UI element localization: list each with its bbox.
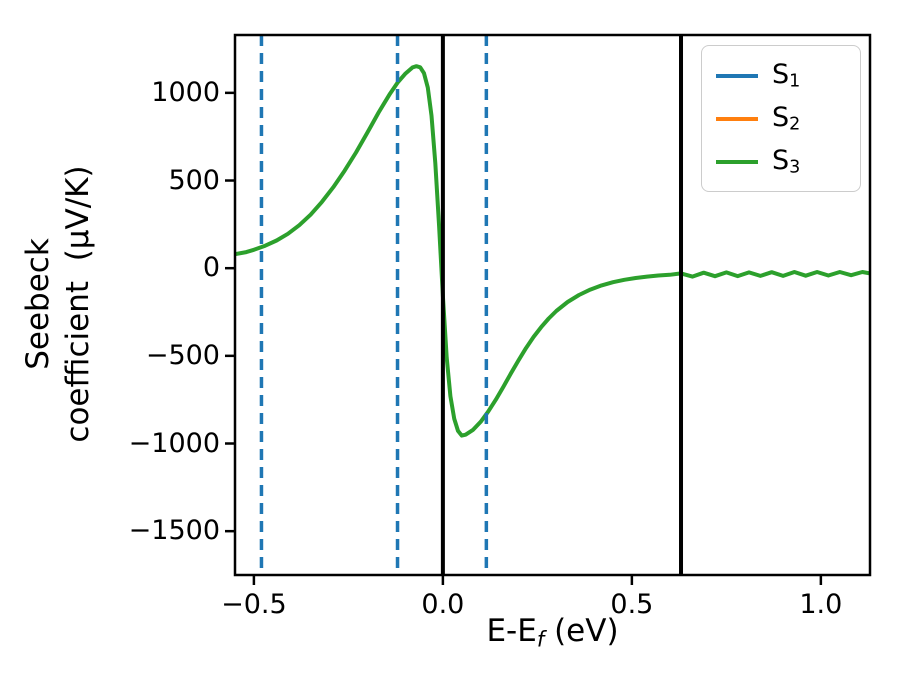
legend: S1 S2 S3 [701,45,861,192]
legend-label: S3 [772,145,801,178]
y-tick-label: −1000 [128,427,220,459]
legend-swatch [716,116,758,121]
y-tick-label: 0 [202,252,220,284]
curve-s3 [235,64,870,438]
y-axis-label: Seebeck coefficient (μV/K) [18,4,102,604]
y-axis-label-line2: coefficient (μV/K) [60,165,96,443]
y-tick-label: −500 [145,339,220,371]
x-tick-label: 0.0 [421,589,465,620]
x-tick-label: −0.5 [221,589,287,620]
legend-entry: S1 [702,54,860,97]
y-tick-label: 1000 [151,76,220,108]
x-axis-label-subscript: f [536,626,545,652]
legend-swatch [716,159,758,164]
x-tick-label: 0.5 [610,589,654,620]
legend-entry: S3 [702,140,860,183]
y-axis-label-line1: Seebeck [20,238,56,370]
y-tick-label: −1500 [128,515,220,547]
axes-frame [233,33,872,577]
legend-label: S1 [772,59,801,92]
x-axis-label-suffix: (eV) [544,613,619,649]
x-tick-label: 1.0 [799,589,843,620]
legend-swatch [716,73,758,78]
y-tick-label: 500 [168,164,220,196]
x-axis-label-main: E-E [486,613,537,649]
legend-label: S2 [772,102,801,135]
legend-entry: S2 [702,97,860,140]
x-axis-label: E-Ef (eV) [235,613,870,651]
